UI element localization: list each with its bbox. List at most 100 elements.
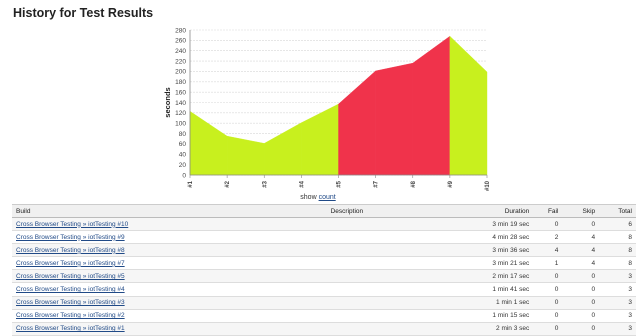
build-cell: Cross Browser Testing » iotTesting #4 [12, 282, 254, 297]
skip-cell: 4 [562, 256, 600, 271]
x-tick-label: #1 [188, 180, 194, 187]
area-segment [375, 62, 413, 176]
description-cell [253, 296, 441, 310]
description-cell [253, 282, 441, 297]
build-link[interactable]: Cross Browser Testing » iotTesting #1 [16, 325, 125, 333]
y-tick-label: 120 [175, 110, 186, 117]
skip-cell: 0 [562, 282, 600, 297]
fail-cell: 0 [533, 296, 563, 310]
build-link[interactable]: Cross Browser Testing » iotTesting #10 [16, 220, 129, 228]
area-segment [226, 135, 265, 176]
y-tick-label: 20 [179, 162, 187, 169]
fail-cell: 1 [533, 256, 563, 271]
duration-chart: 0 20 40 60 80 100 120 140 160 180 200 220 240 260 280 #… [163, 27, 491, 191]
fail-cell: 0 [533, 309, 563, 323]
x-tick-label: #5 [337, 180, 343, 187]
table-row: Cross Browser Testing » iotTesting #3 1 m… [12, 296, 636, 310]
y-tick-label: 240 [175, 48, 186, 55]
show-count-link[interactable]: count [318, 194, 336, 201]
page-title: History for Test Results [13, 6, 154, 20]
header-duration: Duration [440, 204, 534, 218]
header-total: Total [599, 204, 636, 218]
total-cell: 3 [599, 322, 636, 336]
x-tick-label: #7 [374, 180, 380, 187]
table-row: Cross Browser Testing » iotTesting #1 2 m… [12, 322, 636, 336]
total-cell: 8 [599, 256, 636, 271]
duration-cell: 2 min 17 sec [440, 269, 534, 284]
description-cell [253, 269, 441, 284]
build-cell: Cross Browser Testing » iotTesting #2 [12, 309, 254, 323]
build-link[interactable]: Cross Browser Testing » iotTesting #8 [16, 246, 125, 254]
y-tick-label: 220 [175, 58, 186, 65]
y-tick-label: 40 [179, 152, 187, 159]
build-cell: Cross Browser Testing » iotTesting #9 [12, 230, 254, 245]
build-link[interactable]: Cross Browser Testing » iotTesting #4 [16, 286, 125, 294]
table-row: Cross Browser Testing » iotTesting #2 1 m… [12, 309, 636, 323]
y-tick-label: 80 [179, 131, 187, 138]
duration-cell: 4 min 28 sec [440, 230, 534, 245]
description-cell [253, 256, 441, 271]
fail-cell: 0 [533, 269, 563, 284]
build-cell: Cross Browser Testing » iotTesting #8 [12, 243, 254, 258]
y-tick-label: 180 [175, 79, 186, 86]
build-link[interactable]: Cross Browser Testing » iotTesting #3 [16, 299, 125, 307]
build-cell: Cross Browser Testing » iotTesting #5 [12, 269, 254, 284]
skip-cell: 0 [562, 322, 600, 336]
area-segment [449, 35, 488, 176]
skip-cell: 0 [562, 309, 600, 323]
build-link[interactable]: Cross Browser Testing » iotTesting #5 [16, 272, 125, 280]
table-row: Cross Browser Testing » iotTesting #5 2 m… [12, 269, 636, 284]
y-tick-label: 100 [175, 121, 186, 128]
fail-cell: 4 [533, 243, 563, 258]
fail-cell: 0 [533, 322, 563, 336]
description-cell [253, 217, 441, 232]
x-tick-label: #3 [262, 180, 268, 187]
y-tick-label: 200 [175, 69, 186, 76]
header-build: Build [12, 204, 254, 218]
duration-chart-svg: 0 20 40 60 80 100 120 140 160 180 200 220 240 260 280 #… [163, 27, 491, 191]
description-cell [253, 309, 441, 323]
show-count-prefix: show [300, 194, 317, 201]
description-cell [253, 322, 441, 336]
skip-cell: 0 [562, 269, 600, 284]
y-tick-label: 160 [175, 89, 186, 96]
duration-cell: 3 min 21 sec [440, 256, 534, 271]
area-segment [412, 35, 451, 176]
header-skip: Skip [562, 204, 600, 218]
area-segment [301, 103, 339, 176]
build-link[interactable]: Cross Browser Testing » iotTesting #2 [16, 312, 125, 320]
duration-cell: 3 min 19 sec [440, 217, 534, 232]
y-tick-label: 140 [175, 100, 186, 107]
y-axis-label: seconds [163, 87, 172, 117]
area-segment [264, 122, 302, 176]
duration-cell: 1 min 1 sec [440, 296, 534, 310]
y-tick-label: 280 [175, 27, 186, 34]
build-link[interactable]: Cross Browser Testing » iotTesting #7 [16, 259, 125, 267]
table-header-row: Build Description Duration Fail Skip Tot… [12, 204, 636, 218]
duration-cell: 3 min 36 sec [440, 243, 534, 258]
skip-cell: 0 [562, 217, 600, 232]
table-row: Cross Browser Testing » iotTesting #10 3 … [12, 217, 636, 232]
total-cell: 3 [599, 309, 636, 323]
total-cell: 3 [599, 269, 636, 284]
total-cell: 8 [599, 243, 636, 258]
x-tick-label: #8 [411, 180, 417, 187]
description-cell [253, 243, 441, 258]
table-row: Cross Browser Testing » iotTesting #8 3 m… [12, 243, 636, 258]
build-link[interactable]: Cross Browser Testing » iotTesting #9 [16, 233, 125, 241]
duration-cell: 1 min 15 sec [440, 309, 534, 323]
total-cell: 8 [599, 230, 636, 245]
fail-cell: 0 [533, 217, 563, 232]
table-row: Cross Browser Testing » iotTesting #7 3 m… [12, 256, 636, 271]
fail-cell: 2 [533, 230, 563, 245]
skip-cell: 0 [562, 296, 600, 310]
x-tick-label: #10 [485, 180, 491, 191]
x-tick-label: #9 [448, 180, 454, 187]
y-tick-label: 60 [179, 141, 187, 148]
build-cell: Cross Browser Testing » iotTesting #3 [12, 296, 254, 310]
show-count: show count [0, 194, 636, 201]
header-fail: Fail [533, 204, 563, 218]
x-tick-label: #4 [299, 180, 305, 187]
fail-cell: 0 [533, 282, 563, 297]
area-segment [189, 110, 228, 176]
